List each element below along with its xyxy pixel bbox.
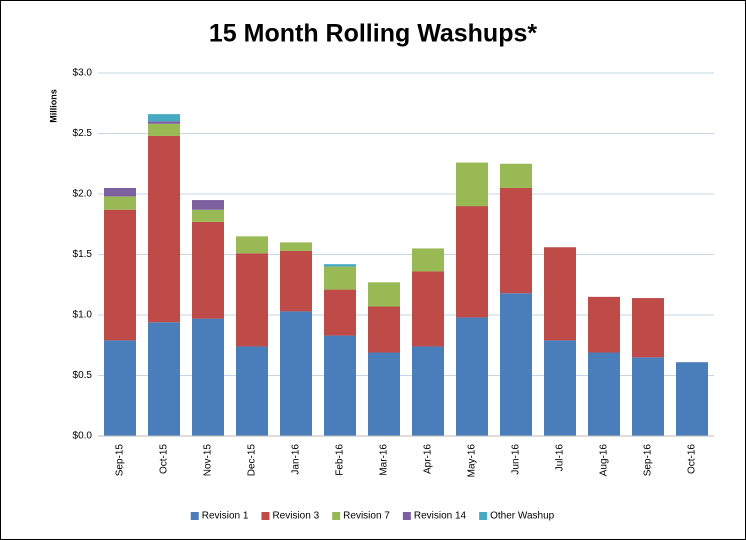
- x-tick-label: May-16: [467, 444, 478, 478]
- y-axis-label: Millions: [48, 89, 58, 123]
- bar-segment: [412, 248, 444, 272]
- bar-segment: [148, 135, 180, 323]
- legend-swatch: [261, 512, 270, 520]
- bar-segment: [368, 306, 400, 353]
- bar-segment: [500, 187, 532, 294]
- bar-segment: [280, 250, 312, 312]
- bar-segment: [192, 318, 224, 436]
- legend-label: Other Washup: [490, 511, 555, 522]
- bar-segment: [456, 206, 488, 318]
- legend-swatch: [190, 512, 199, 520]
- x-tick-label: Oct-16: [687, 444, 698, 474]
- bar-segment: [236, 236, 268, 254]
- bar-segment: [192, 209, 224, 222]
- y-tick-label: $2.0: [73, 189, 93, 200]
- bar-segment: [148, 121, 180, 124]
- y-tick-label: $1.0: [73, 310, 93, 321]
- legend-label: Revision 7: [343, 511, 390, 522]
- x-tick-label: Mar-16: [379, 444, 390, 476]
- bar-segment: [412, 346, 444, 436]
- legend-label: Revision 14: [414, 511, 467, 522]
- chart-title: 15 Month Rolling Washups*: [209, 20, 538, 48]
- bar-segment: [368, 282, 400, 307]
- bar-segment: [676, 362, 708, 436]
- x-tick-label: Sep-15: [115, 444, 126, 477]
- bar-segment: [632, 298, 664, 358]
- bar-segment: [324, 264, 356, 267]
- x-tick-label: Jul-16: [555, 444, 566, 472]
- bar-segment: [456, 162, 488, 207]
- bar-segment: [544, 247, 576, 341]
- legend-swatch: [479, 512, 488, 520]
- bar-segment: [104, 340, 136, 436]
- bar-segment: [192, 200, 224, 210]
- x-tick-label: Dec-15: [247, 444, 258, 477]
- x-tick-label: Apr-16: [423, 444, 434, 474]
- bar-segment: [324, 266, 356, 290]
- y-tick-label: $0.0: [73, 431, 93, 442]
- bar-segment: [324, 335, 356, 436]
- y-tick-label: $0.5: [73, 370, 93, 381]
- bar-segment: [500, 163, 532, 188]
- legend-swatch: [402, 512, 411, 520]
- bar-segment: [588, 296, 620, 353]
- bar-segment: [104, 209, 136, 341]
- bar-segment: [588, 352, 620, 436]
- bar-segment: [148, 114, 180, 122]
- x-tick-label: Oct-15: [159, 444, 170, 474]
- bar-segment: [368, 352, 400, 436]
- bar-segment: [280, 311, 312, 436]
- bar-segment: [104, 196, 136, 210]
- bar-segment: [412, 271, 444, 347]
- bar-segment: [280, 242, 312, 251]
- bar-segment: [236, 253, 268, 347]
- legend-label: Revision 1: [202, 511, 249, 522]
- y-tick-label: $2.5: [73, 128, 93, 139]
- x-tick-label: Jan-16: [291, 444, 302, 475]
- bar-segment: [456, 317, 488, 436]
- x-tick-label: Nov-15: [203, 444, 214, 477]
- y-tick-label: $3.0: [73, 68, 93, 79]
- legend-label: Revision 3: [272, 511, 319, 522]
- bar-segment: [324, 289, 356, 336]
- bar-segment: [148, 322, 180, 436]
- bar-segment: [148, 123, 180, 136]
- x-tick-label: Aug-16: [599, 444, 610, 477]
- x-tick-label: Feb-16: [335, 444, 346, 476]
- bar-segment: [104, 187, 136, 197]
- bar-segment: [236, 346, 268, 436]
- bar-segment: [632, 357, 664, 436]
- bar-segment: [544, 340, 576, 436]
- legend-swatch: [332, 512, 341, 520]
- bar-segment: [500, 293, 532, 436]
- y-tick-label: $1.5: [73, 249, 93, 260]
- bar-segment: [192, 221, 224, 319]
- x-tick-label: Jun-16: [511, 444, 522, 475]
- x-tick-label: Sep-16: [643, 444, 654, 477]
